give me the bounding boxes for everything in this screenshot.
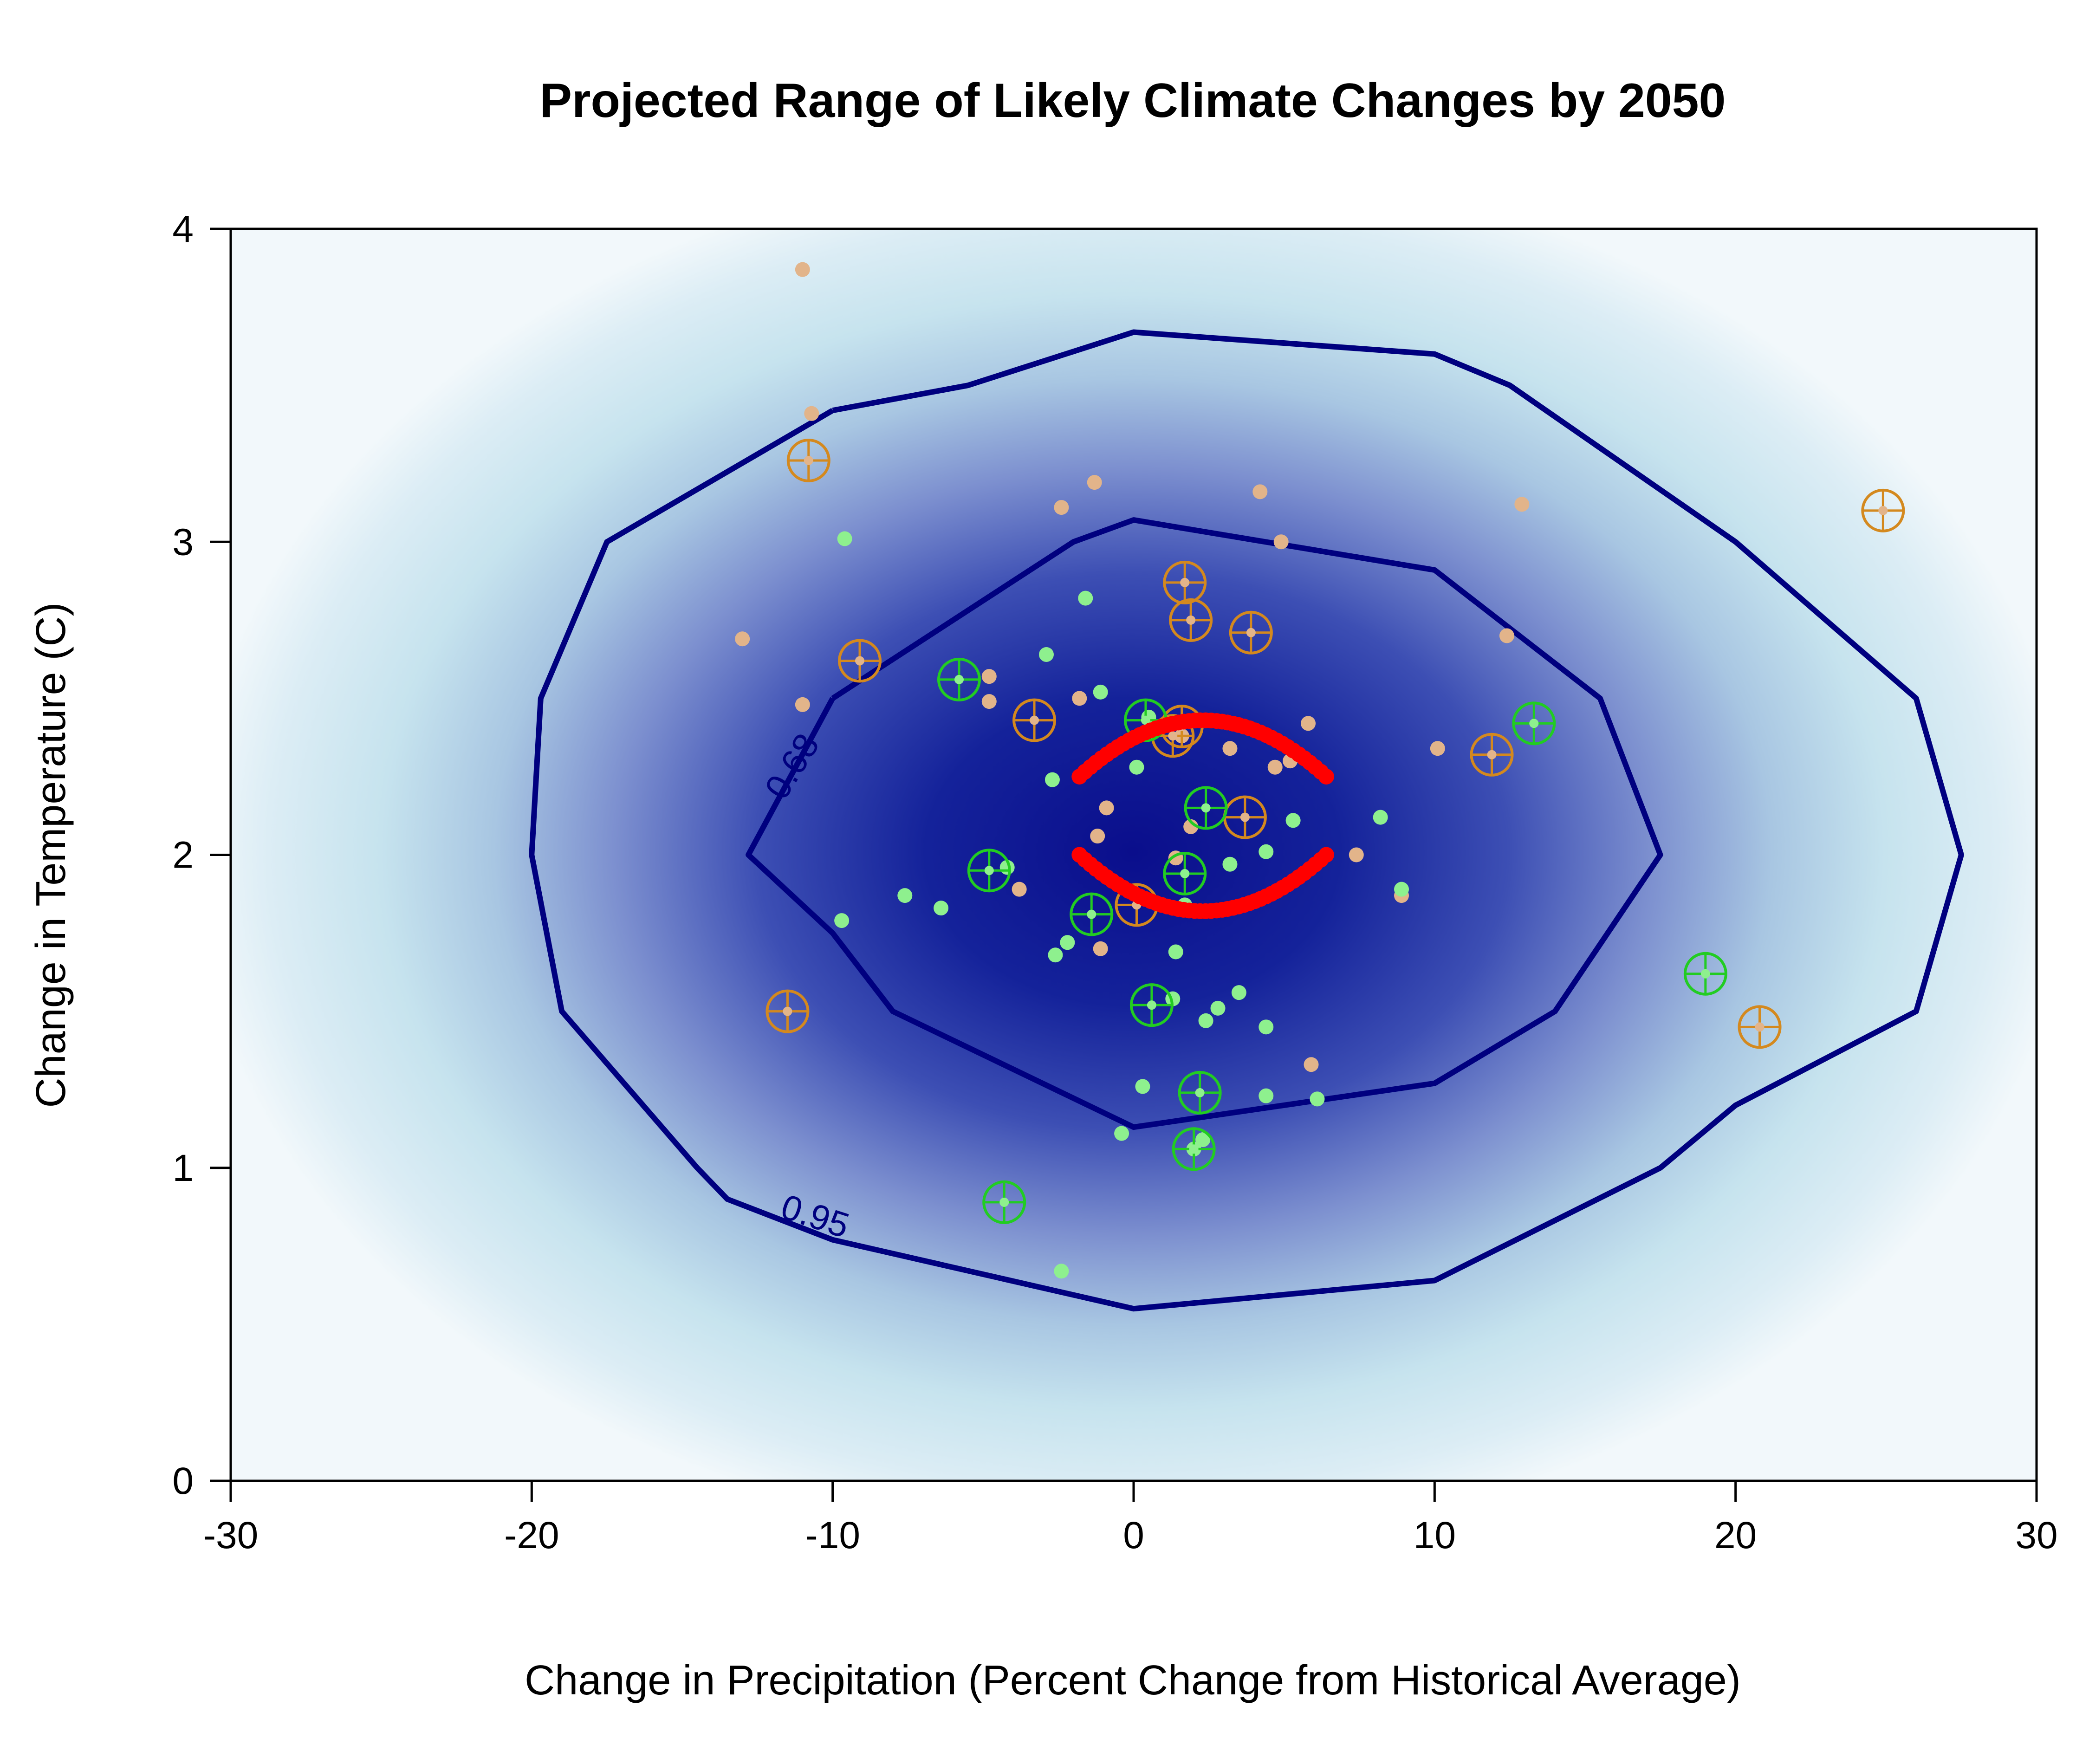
light-green-point: [1259, 1019, 1274, 1035]
light-green-point: [1231, 985, 1246, 1000]
y-tick-label: 1: [172, 1147, 194, 1189]
tan-point: [1499, 628, 1514, 643]
tan-point: [1301, 716, 1316, 731]
tan-point: [795, 262, 810, 277]
x-tick-label: -30: [203, 1514, 259, 1556]
tan-point: [804, 406, 819, 421]
green-circle-plus-marker: [1172, 1127, 1216, 1171]
tan-point: [795, 697, 810, 712]
light-green-point: [1114, 1126, 1129, 1141]
orange-circle-plus-marker: [1163, 560, 1207, 604]
green-circle-plus-marker: [1163, 851, 1207, 895]
red-arc-point: [1318, 847, 1334, 863]
light-green-point: [1038, 647, 1054, 662]
light-green-point: [1054, 1264, 1069, 1279]
light-green-point: [1048, 947, 1063, 963]
data-markers: [735, 262, 1905, 1279]
tan-point: [1514, 497, 1530, 512]
y-axis: 0 1 2 3 4: [172, 208, 232, 1502]
tan-point: [1304, 1057, 1319, 1072]
light-green-point: [834, 913, 850, 928]
light-green-point: [1259, 844, 1274, 859]
tan-point: [1183, 819, 1199, 834]
tan-point: [1222, 741, 1238, 756]
orange-circle-plus-marker: [786, 438, 830, 482]
light-green-point: [934, 901, 949, 916]
tan-point: [1054, 500, 1069, 515]
orange-circle-plus-marker: [1738, 1005, 1782, 1049]
tan-point: [735, 631, 750, 647]
light-green-point: [1129, 759, 1144, 775]
x-tick-label: -10: [805, 1514, 860, 1556]
tan-point: [1012, 882, 1027, 897]
tan-point: [1087, 475, 1102, 490]
green-circle-plus-marker: [1683, 952, 1727, 996]
orange-circle-plus-marker: [766, 989, 810, 1033]
green-circle-plus-marker: [1512, 701, 1556, 746]
light-green-point: [1135, 1079, 1150, 1094]
x-tick-label: 20: [1714, 1514, 1757, 1556]
orange-circle-plus-marker: [1223, 795, 1267, 839]
orange-circle-plus-marker: [1470, 733, 1514, 777]
light-green-point: [1210, 1000, 1226, 1016]
tan-point: [1267, 759, 1283, 775]
light-green-point: [1078, 590, 1093, 606]
tan-point: [1252, 484, 1268, 499]
tan-point: [1430, 741, 1445, 756]
x-axis: -30 -20 -10 0 10 20 30: [203, 1479, 2058, 1556]
x-tick-label: 30: [2015, 1514, 2057, 1556]
light-green-point: [1373, 810, 1388, 825]
tan-point: [1072, 691, 1087, 706]
tan-point: [981, 694, 997, 709]
y-axis-label: Change in Temperature (C): [28, 603, 74, 1108]
tan-point: [1099, 800, 1114, 816]
green-circle-plus-marker: [1129, 983, 1174, 1027]
y-tick-label: 4: [172, 208, 194, 250]
green-circle-plus-marker: [1070, 892, 1114, 936]
light-green-point: [1195, 1132, 1211, 1148]
light-green-point: [1394, 882, 1409, 897]
tan-point: [981, 669, 997, 684]
light-green-point: [1044, 772, 1060, 787]
light-green-point: [1259, 1088, 1274, 1103]
y-tick-label: 2: [172, 834, 194, 876]
orange-circle-plus-marker: [1169, 598, 1213, 642]
light-green-point: [897, 888, 913, 903]
y-tick-label: 0: [172, 1460, 194, 1502]
orange-circle-plus-marker: [838, 639, 882, 683]
light-green-point: [1198, 1013, 1213, 1028]
y-tick-label: 3: [172, 521, 194, 563]
light-green-point: [1285, 813, 1301, 828]
density-background: [231, 229, 2037, 1481]
contour-lines: [529, 329, 1964, 1312]
green-circle-plus-marker: [982, 1180, 1026, 1224]
light-green-point: [1310, 1091, 1325, 1107]
orange-circle-plus-marker: [1861, 488, 1905, 532]
contour-line-0.68: [746, 517, 1663, 1130]
light-green-point: [1060, 935, 1075, 950]
tan-point: [1349, 847, 1364, 863]
tan-point: [1090, 829, 1105, 844]
light-green-point: [1093, 684, 1108, 700]
contour-line-0.95: [529, 329, 1964, 1312]
orange-circle-plus-marker: [1229, 610, 1273, 655]
red-arc-point: [1318, 768, 1334, 785]
x-tick-label: 0: [1123, 1514, 1144, 1556]
x-axis-label: Change in Precipitation (Percent Change …: [525, 1657, 1741, 1704]
light-green-point: [837, 531, 852, 546]
green-circle-plus-marker: [1184, 786, 1228, 830]
tan-point: [1093, 941, 1108, 956]
orange-circle-plus-marker: [1012, 698, 1057, 742]
tan-point: [1273, 534, 1289, 550]
green-circle-plus-marker: [1178, 1070, 1222, 1115]
green-circle-plus-marker: [937, 657, 981, 701]
x-tick-label: -20: [504, 1514, 559, 1556]
light-green-point: [1168, 944, 1183, 960]
chart-title: Projected Range of Likely Climate Change…: [540, 74, 1726, 128]
x-tick-label: 10: [1414, 1514, 1456, 1556]
green-circle-plus-marker: [967, 849, 1011, 893]
light-green-point: [1222, 856, 1238, 872]
